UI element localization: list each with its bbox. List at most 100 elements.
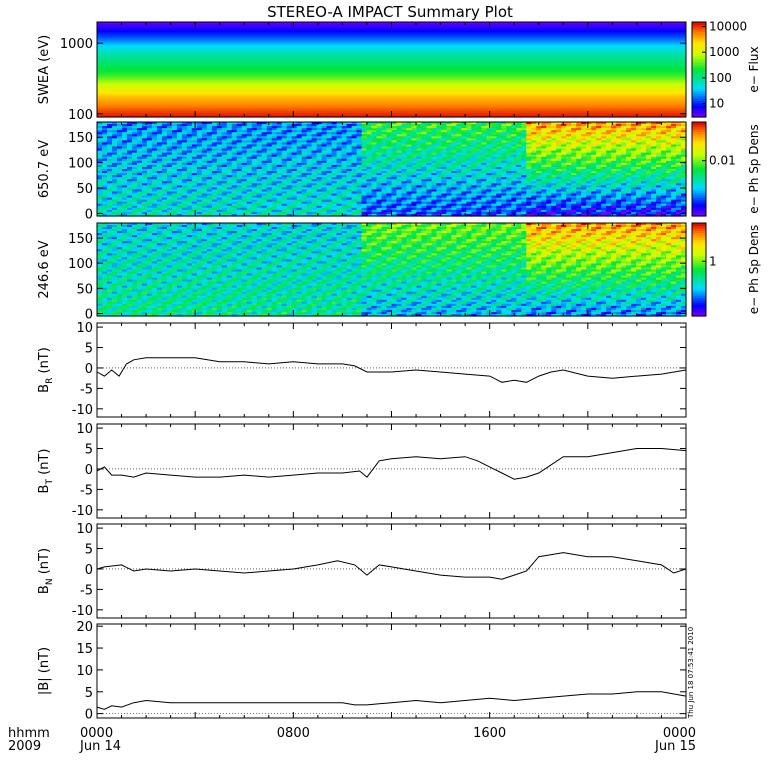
pad650-cell	[121, 177, 128, 180]
pad650-cell	[391, 189, 398, 193]
pad650-cell	[231, 189, 238, 193]
pad650-cell	[421, 136, 428, 139]
pad650-cell	[116, 173, 123, 176]
pad650-cell	[651, 199, 657, 203]
pad650-cell	[681, 201, 687, 205]
pad650-cell	[296, 201, 303, 205]
swea-ytick-label: 100	[68, 108, 93, 123]
pad650-cell	[581, 158, 587, 162]
pad650-cell	[551, 199, 557, 203]
pad650-cell	[596, 175, 602, 178]
pad650-cell	[186, 134, 193, 137]
pad650-cell	[121, 164, 128, 168]
pad650-cell	[291, 189, 298, 193]
pad650-cell	[546, 130, 552, 133]
pad650-cell	[571, 140, 577, 144]
pad650-cell	[646, 191, 652, 195]
pad650-cell	[521, 173, 527, 176]
pad650-cell	[291, 177, 298, 180]
pad650-cell	[371, 128, 378, 131]
pad650-cell	[196, 197, 203, 201]
pad650-cell	[286, 140, 293, 144]
pad650-cell	[551, 193, 557, 197]
pad650-cell	[561, 136, 567, 139]
pad650-cell	[196, 183, 203, 186]
swea-colorbar-step	[692, 88, 706, 92]
pad650-cell	[101, 189, 108, 193]
pad650-cell	[236, 136, 243, 139]
pad650-cell	[356, 126, 363, 129]
pad650-cell	[621, 171, 627, 174]
pad650-cell	[651, 148, 657, 152]
pad650-cell	[126, 197, 133, 201]
pad650-cell	[441, 132, 448, 135]
pad650-cell	[366, 160, 373, 164]
pad650-cell	[101, 169, 108, 172]
pad650-cell	[376, 181, 383, 184]
pad650-cell	[366, 201, 373, 205]
pad650-cell	[496, 175, 502, 178]
pad650-cell	[476, 193, 482, 197]
pad650-cell	[616, 164, 622, 168]
pad650-cell	[121, 128, 128, 131]
pad650-cell	[381, 154, 388, 158]
pad650-cell	[136, 138, 143, 141]
pad650-cell	[646, 177, 652, 180]
pad650-cell	[361, 181, 368, 184]
pad650-cell	[461, 142, 467, 146]
pad650-cell	[291, 134, 298, 137]
pad650-cell	[536, 197, 542, 201]
pad650-cell	[626, 124, 632, 127]
pad650-cell	[131, 189, 138, 193]
pad650-cell	[531, 142, 537, 146]
pad650-cell	[406, 146, 413, 150]
pad650-cell	[681, 193, 687, 197]
pad650-cell	[661, 136, 667, 139]
pad650-cell	[616, 199, 622, 203]
pad650-cell	[441, 199, 448, 203]
swea-colorbar-step	[692, 114, 706, 118]
pad650-cell	[586, 175, 592, 178]
pad650-cell	[376, 122, 383, 125]
pad650-cell	[141, 189, 148, 193]
pad650-cell	[581, 134, 587, 137]
pad650-cell	[296, 183, 303, 186]
pad650-cell	[416, 179, 423, 182]
pad650-cell	[576, 150, 582, 154]
pad650-cell	[496, 156, 502, 160]
pad650-cell	[256, 136, 263, 139]
swea-band	[97, 61, 686, 64]
pad650-cell	[526, 152, 532, 156]
pad650-cell	[461, 156, 467, 160]
pad650-cell	[281, 158, 288, 162]
pad650-cell	[461, 126, 467, 129]
pad650-cell	[511, 185, 517, 188]
pad650-cell	[211, 189, 218, 193]
pad650-cell	[206, 136, 213, 139]
pad650-cell	[631, 128, 637, 131]
pad650-cell	[301, 126, 308, 129]
pad650-cell	[446, 203, 452, 207]
pad650-cell	[446, 128, 452, 131]
pad650-cell	[331, 142, 338, 146]
pad650-cell	[581, 126, 587, 129]
pad650-cell	[476, 162, 482, 166]
pad650-cell	[666, 171, 672, 174]
pad650-cell	[541, 177, 547, 180]
pad650-cell	[406, 191, 413, 195]
pad650-cell	[471, 160, 477, 164]
pad650-cell	[226, 175, 233, 178]
pad650-cell	[201, 146, 208, 150]
pad650-cell	[636, 138, 642, 141]
pad650-cell	[121, 160, 128, 164]
pad650-cell	[441, 158, 448, 162]
pad650-cell	[116, 187, 123, 191]
pad650-cell	[221, 177, 228, 180]
pad650-cell	[496, 185, 502, 188]
pad650-cell	[551, 166, 557, 170]
pad650-cell	[451, 185, 457, 188]
pad650-cell	[396, 187, 403, 191]
pad650-cell	[316, 175, 323, 178]
pad650-cell	[296, 136, 303, 139]
pad650-cell	[391, 181, 398, 184]
